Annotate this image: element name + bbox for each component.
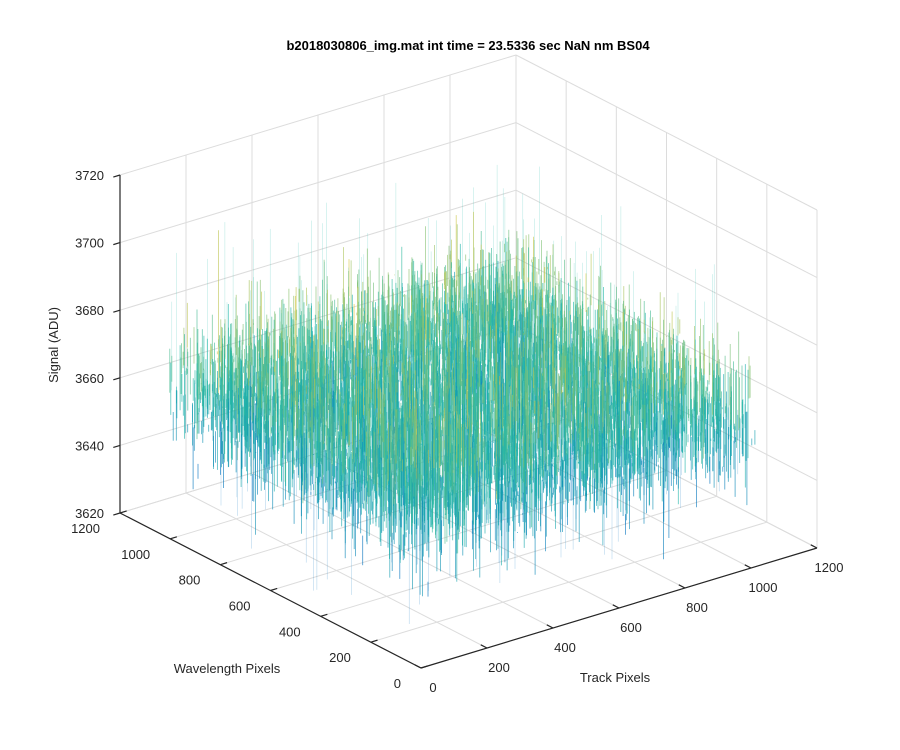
side-wall-gridline [515, 257, 818, 414]
back-wall-gridline [119, 189, 517, 311]
floor-gridline [370, 521, 767, 643]
floor-gridline [270, 470, 667, 591]
back-wall-gridline [119, 122, 517, 244]
side-wall-gridline [515, 122, 818, 279]
floor-gridline [320, 495, 717, 617]
side-wall-gridline [515, 54, 818, 211]
surface-plot [169, 164, 756, 624]
back-wall-gridline [119, 54, 517, 176]
side-wall-gridline [515, 189, 818, 346]
